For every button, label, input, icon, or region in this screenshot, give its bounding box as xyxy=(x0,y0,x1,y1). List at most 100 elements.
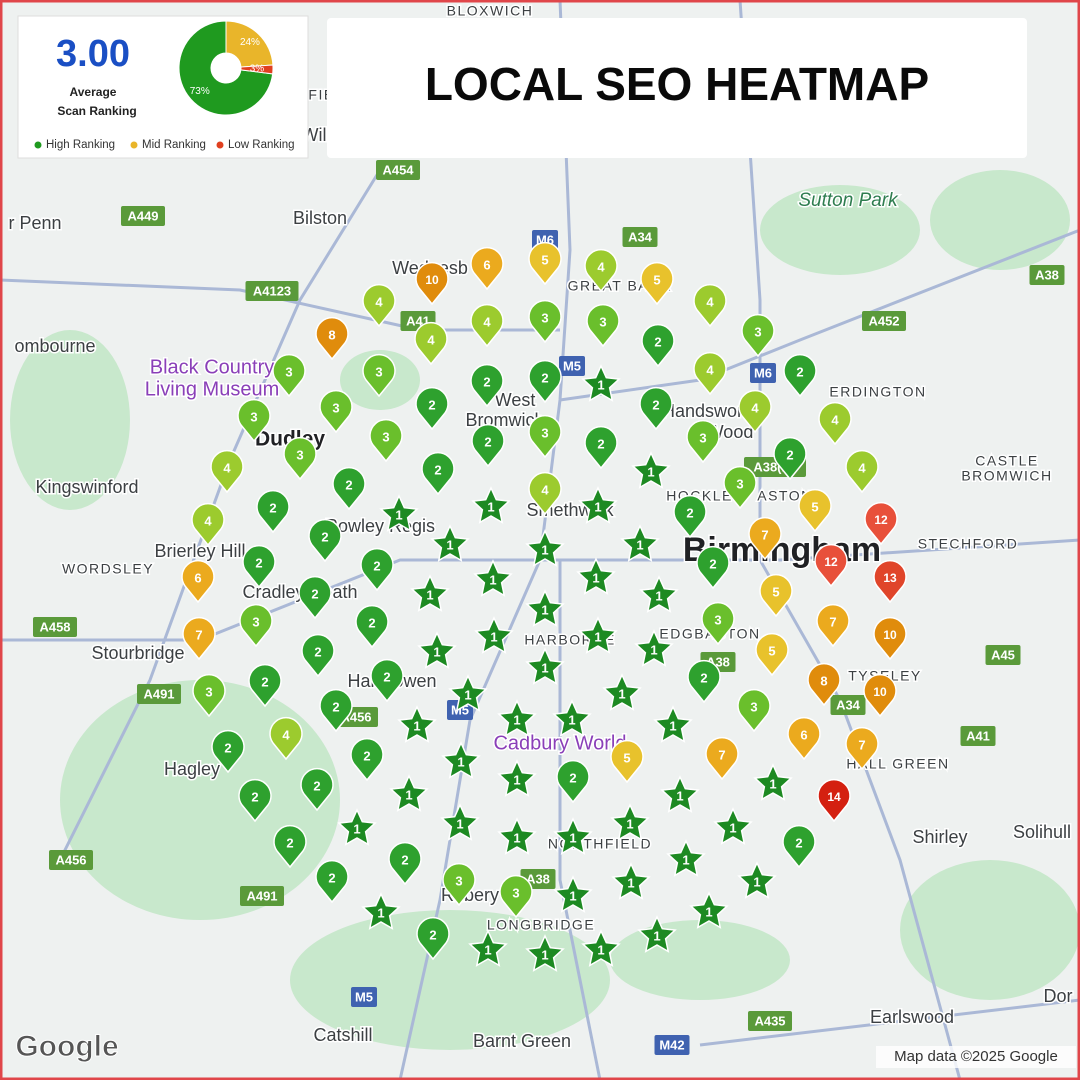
pin-rank: 7 xyxy=(195,627,202,642)
road-shield xyxy=(559,356,585,376)
pin-rank: 2 xyxy=(700,670,707,685)
pin-rank: 4 xyxy=(541,482,549,497)
donut-slice xyxy=(240,64,274,75)
place-label: Dor xyxy=(1043,986,1072,1006)
pin-rank: 3 xyxy=(375,364,382,379)
pin-rank: 1 xyxy=(395,507,402,522)
rank-pin xyxy=(362,283,396,328)
pin-rank: 2 xyxy=(373,558,380,573)
google-logo: Google xyxy=(15,1030,118,1063)
pin-rank: 2 xyxy=(368,615,375,630)
road-label: M5 xyxy=(355,989,373,1004)
rank-pin xyxy=(211,729,245,774)
rank-pin xyxy=(369,418,403,463)
place-label: ERDINGTON xyxy=(829,384,926,400)
pin-rank: 7 xyxy=(829,614,836,629)
road-shield xyxy=(121,206,165,226)
star-pin xyxy=(525,647,565,685)
pin-rank: 4 xyxy=(706,294,714,309)
rank-pin xyxy=(641,323,675,368)
title-card-bg xyxy=(327,18,1027,158)
star-pin xyxy=(737,861,777,899)
rank-pin xyxy=(782,824,816,869)
star-pin xyxy=(417,631,457,669)
pin-rank: 10 xyxy=(883,628,897,642)
rank-pin xyxy=(748,516,782,561)
rank-pin xyxy=(191,502,225,547)
pin-rank: 3 xyxy=(541,310,548,325)
pin-rank: 2 xyxy=(251,789,258,804)
rank-pin xyxy=(787,716,821,761)
pin-rank: 13 xyxy=(883,571,897,585)
legend-label: Low Ranking xyxy=(228,139,294,151)
road-shield xyxy=(351,987,377,1007)
rank-pin xyxy=(528,471,562,516)
star-pin xyxy=(620,524,660,562)
pin-rank: 1 xyxy=(729,820,736,835)
pin-rank: 10 xyxy=(425,273,439,287)
rank-pin xyxy=(759,573,793,618)
pin-rank: 1 xyxy=(353,821,360,836)
legend-dot xyxy=(216,141,224,149)
rank-pin xyxy=(210,449,244,494)
pin-rank: 3 xyxy=(599,314,606,329)
pin-rank: 4 xyxy=(751,400,759,415)
star-pin xyxy=(468,929,508,967)
rank-pin xyxy=(415,386,449,431)
rank-pin xyxy=(416,916,450,961)
rank-pin xyxy=(798,488,832,533)
pin-rank: 3 xyxy=(754,324,761,339)
pin-rank: 2 xyxy=(654,334,661,349)
pin-rank: 1 xyxy=(405,787,412,802)
rank-pin xyxy=(442,862,476,907)
pin-rank: 4 xyxy=(204,513,212,528)
road-shield xyxy=(862,311,906,331)
rank-pin xyxy=(845,449,879,494)
road-shield xyxy=(830,695,866,715)
pin-rank: 1 xyxy=(541,947,548,962)
star-pin xyxy=(713,807,753,845)
average-score: 3.00 xyxy=(56,33,130,75)
star-pin xyxy=(525,934,565,972)
rank-pin xyxy=(701,601,735,646)
road-shield xyxy=(245,281,299,301)
rank-pin xyxy=(863,673,897,718)
pin-rank: 2 xyxy=(434,462,441,477)
rank-pin xyxy=(773,436,807,481)
rank-pin xyxy=(470,363,504,408)
star-pin xyxy=(525,529,565,567)
place-label: BROMWICH xyxy=(961,468,1052,484)
star-pin xyxy=(552,699,592,737)
road-shield xyxy=(654,1035,690,1055)
pin-rank: 1 xyxy=(669,718,676,733)
road-label: A456 xyxy=(55,852,86,867)
parks xyxy=(10,170,1080,1050)
road-label: A34 xyxy=(836,697,861,712)
pin-rank: 12 xyxy=(874,513,888,527)
slice-label: 3% xyxy=(250,64,265,75)
pin-rank: 8 xyxy=(328,327,335,342)
pin-rank: 2 xyxy=(363,748,370,763)
pin-rank: 1 xyxy=(489,572,496,587)
pin-rank: 1 xyxy=(541,660,548,675)
pin-rank: 1 xyxy=(597,377,604,392)
star-pin xyxy=(660,775,700,813)
rank-pin xyxy=(388,841,422,886)
rank-pin xyxy=(741,313,775,358)
rank-pin xyxy=(610,739,644,784)
rank-pin xyxy=(864,501,898,546)
rank-pin xyxy=(242,544,276,589)
road-shield xyxy=(137,684,181,704)
pin-rank: 5 xyxy=(811,499,818,514)
pin-rank: 2 xyxy=(224,740,231,755)
pin-rank: 1 xyxy=(541,602,548,617)
rank-pin xyxy=(673,494,707,539)
pin-rank: 2 xyxy=(709,556,716,571)
pin-rank: 10 xyxy=(873,685,887,699)
rank-pin xyxy=(640,261,674,306)
pin-rank: 2 xyxy=(255,555,262,570)
score-card: 3.00 Average Scan Ranking 73% 24% 3% High … xyxy=(17,15,309,159)
pin-rank: 1 xyxy=(569,830,576,845)
rank-pin xyxy=(237,398,271,443)
